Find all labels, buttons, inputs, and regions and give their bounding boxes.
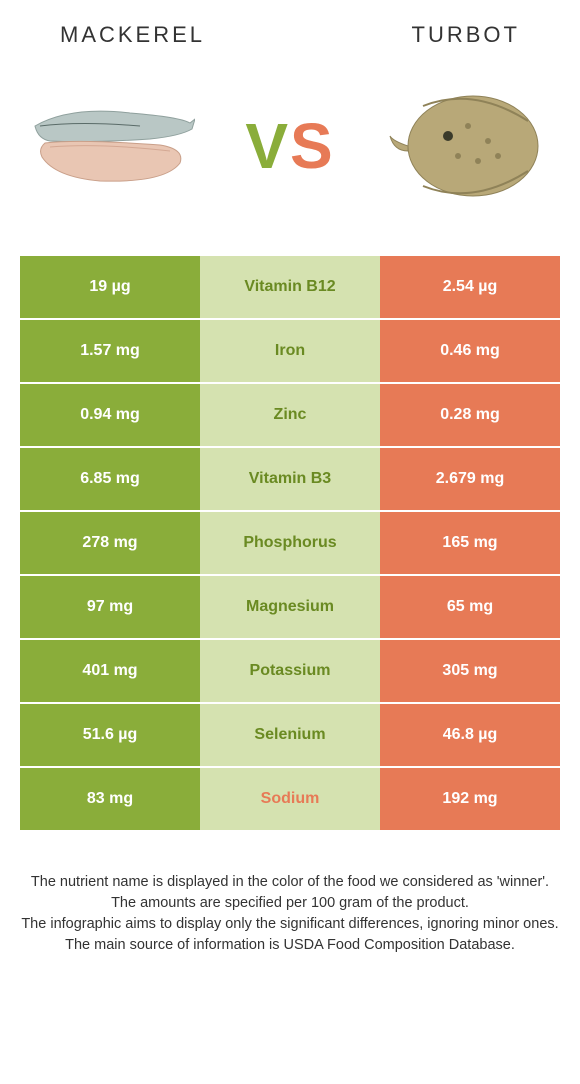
- table-row: 51.6 µgSelenium46.8 µg: [20, 704, 560, 766]
- turbot-icon: [388, 81, 548, 211]
- vs-row: VS: [0, 56, 580, 256]
- table-row: 401 mgPotassium305 mg: [20, 640, 560, 702]
- nutrient-label: Magnesium: [200, 576, 380, 638]
- turbot-image: [385, 81, 550, 211]
- footer-line-3: The infographic aims to display only the…: [20, 914, 560, 935]
- table-row: 83 mgSodium192 mg: [20, 768, 560, 830]
- left-value: 51.6 µg: [20, 704, 200, 766]
- nutrient-label: Phosphorus: [200, 512, 380, 574]
- right-value: 2.679 mg: [380, 448, 560, 510]
- nutrient-label: Selenium: [200, 704, 380, 766]
- header: MACKEREL TURBOT: [0, 0, 580, 56]
- left-value: 1.57 mg: [20, 320, 200, 382]
- left-value: 97 mg: [20, 576, 200, 638]
- left-value: 19 µg: [20, 256, 200, 318]
- nutrient-label: Iron: [200, 320, 380, 382]
- nutrient-label: Potassium: [200, 640, 380, 702]
- table-row: 278 mgPhosphorus165 mg: [20, 512, 560, 574]
- nutrient-label: Vitamin B3: [200, 448, 380, 510]
- mackerel-image: [30, 81, 195, 211]
- right-value: 0.28 mg: [380, 384, 560, 446]
- vs-s: S: [290, 110, 335, 182]
- nutrient-table: 19 µgVitamin B122.54 µg1.57 mgIron0.46 m…: [20, 256, 560, 830]
- footer-line-2: The amounts are specified per 100 gram o…: [20, 893, 560, 914]
- table-row: 6.85 mgVitamin B32.679 mg: [20, 448, 560, 510]
- left-value: 278 mg: [20, 512, 200, 574]
- table-row: 19 µgVitamin B122.54 µg: [20, 256, 560, 318]
- right-value: 165 mg: [380, 512, 560, 574]
- right-value: 305 mg: [380, 640, 560, 702]
- mackerel-icon: [30, 101, 195, 191]
- footer-notes: The nutrient name is displayed in the co…: [0, 832, 580, 956]
- table-row: 97 mgMagnesium65 mg: [20, 576, 560, 638]
- nutrient-label: Sodium: [200, 768, 380, 830]
- right-food-title: TURBOT: [412, 22, 520, 48]
- left-value: 401 mg: [20, 640, 200, 702]
- right-value: 46.8 µg: [380, 704, 560, 766]
- vs-v: V: [245, 110, 290, 182]
- left-value: 0.94 mg: [20, 384, 200, 446]
- right-value: 2.54 µg: [380, 256, 560, 318]
- nutrient-label: Vitamin B12: [200, 256, 380, 318]
- left-value: 6.85 mg: [20, 448, 200, 510]
- table-row: 0.94 mgZinc0.28 mg: [20, 384, 560, 446]
- footer-line-4: The main source of information is USDA F…: [20, 935, 560, 956]
- right-value: 192 mg: [380, 768, 560, 830]
- footer-line-1: The nutrient name is displayed in the co…: [20, 872, 560, 893]
- right-value: 0.46 mg: [380, 320, 560, 382]
- right-value: 65 mg: [380, 576, 560, 638]
- left-food-title: MACKEREL: [60, 22, 205, 48]
- table-row: 1.57 mgIron0.46 mg: [20, 320, 560, 382]
- left-value: 83 mg: [20, 768, 200, 830]
- nutrient-label: Zinc: [200, 384, 380, 446]
- vs-label: VS: [245, 109, 334, 183]
